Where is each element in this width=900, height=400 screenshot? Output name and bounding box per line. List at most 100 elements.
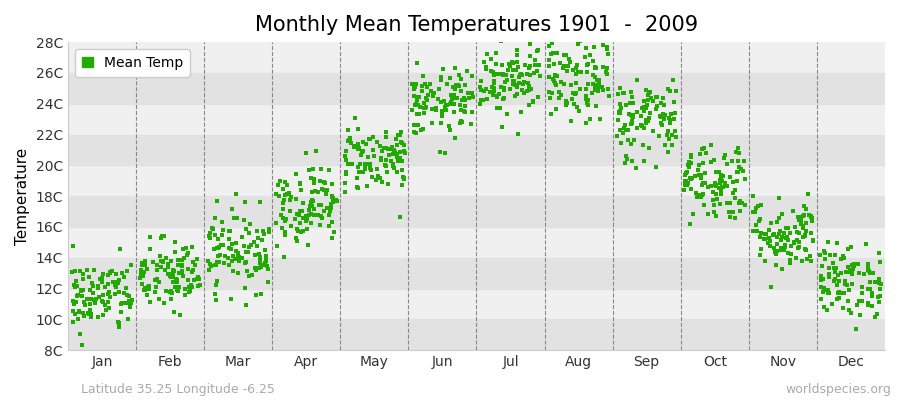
Point xyxy=(745,209,760,215)
Point xyxy=(120,292,134,299)
Point xyxy=(680,182,694,188)
Point xyxy=(97,302,112,308)
Point xyxy=(326,198,340,205)
Point xyxy=(625,120,639,127)
Point xyxy=(111,279,125,286)
Point xyxy=(560,100,574,106)
Point xyxy=(311,212,326,218)
Point xyxy=(117,290,131,296)
Point xyxy=(203,230,218,236)
Point xyxy=(638,105,652,111)
Point xyxy=(753,252,768,258)
Point xyxy=(569,90,583,96)
Point xyxy=(704,182,718,189)
Point xyxy=(434,74,448,80)
Point xyxy=(531,46,545,53)
Point xyxy=(211,244,225,251)
Point xyxy=(113,301,128,307)
Point xyxy=(437,150,452,156)
Point xyxy=(506,67,520,73)
Point xyxy=(547,72,562,79)
Point xyxy=(325,235,339,241)
Point xyxy=(322,167,337,173)
Point xyxy=(94,298,109,304)
Point xyxy=(653,100,668,106)
Point xyxy=(634,122,648,128)
Point xyxy=(474,78,489,84)
Point xyxy=(381,146,395,153)
Point xyxy=(684,160,698,166)
Point xyxy=(307,180,321,186)
Point xyxy=(724,158,739,164)
Point xyxy=(715,178,729,184)
Point xyxy=(500,67,515,73)
Point xyxy=(749,204,763,211)
Point xyxy=(733,199,747,206)
Point xyxy=(831,290,845,296)
Point xyxy=(792,214,806,220)
Point xyxy=(138,258,152,264)
Point xyxy=(572,108,587,114)
Point xyxy=(579,86,593,92)
Point xyxy=(413,127,428,133)
Point xyxy=(643,90,657,96)
Point xyxy=(159,288,174,295)
Point xyxy=(860,264,875,270)
Point xyxy=(95,275,110,281)
Point xyxy=(392,213,407,220)
Point xyxy=(170,278,184,285)
Point xyxy=(873,259,887,266)
Point xyxy=(791,245,806,252)
Point xyxy=(220,255,235,261)
Point xyxy=(448,65,463,72)
Point xyxy=(102,289,116,296)
Point xyxy=(601,86,616,92)
Point xyxy=(637,124,652,131)
Point xyxy=(259,254,274,261)
Point xyxy=(257,259,272,266)
Point xyxy=(786,208,800,214)
Point xyxy=(716,172,730,179)
Point xyxy=(245,272,259,278)
Point xyxy=(763,220,778,226)
Point xyxy=(210,245,224,252)
Point xyxy=(414,83,428,89)
Point xyxy=(217,260,231,266)
Point xyxy=(544,110,558,117)
Point xyxy=(714,176,728,182)
Bar xyxy=(68,73,885,104)
Point xyxy=(161,264,176,270)
Point xyxy=(524,86,538,92)
Point xyxy=(523,63,537,69)
Point xyxy=(176,267,190,274)
Point xyxy=(319,191,333,197)
Point xyxy=(872,299,886,305)
Point xyxy=(664,132,679,138)
Point xyxy=(86,290,101,296)
Point xyxy=(653,120,668,126)
Point xyxy=(397,176,411,182)
Point xyxy=(321,212,336,218)
Point xyxy=(761,235,776,241)
Point xyxy=(230,250,245,256)
Point xyxy=(680,177,694,184)
Point xyxy=(637,108,652,114)
Point xyxy=(641,97,655,103)
Point xyxy=(290,238,304,244)
Point xyxy=(800,256,814,262)
Point xyxy=(176,273,190,279)
Point xyxy=(394,129,409,136)
Point xyxy=(728,215,742,222)
Point xyxy=(872,276,886,282)
Point xyxy=(137,287,151,294)
Point xyxy=(142,283,157,289)
Point xyxy=(373,174,387,181)
Point xyxy=(418,104,433,110)
Point xyxy=(225,241,239,248)
Point xyxy=(690,166,705,173)
Point xyxy=(365,174,380,180)
Point xyxy=(149,276,164,282)
Point xyxy=(766,231,780,238)
Point xyxy=(183,288,197,294)
Point xyxy=(123,300,138,306)
